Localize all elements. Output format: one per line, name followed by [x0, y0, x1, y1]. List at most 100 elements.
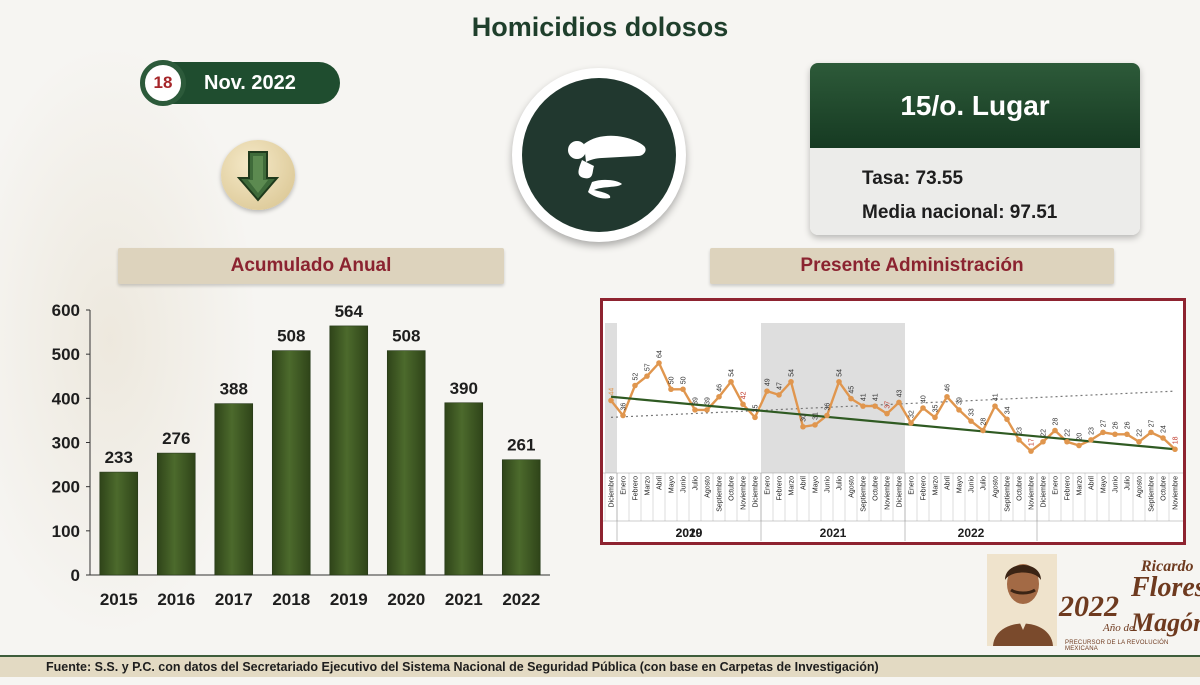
bar: [99, 471, 139, 576]
month-label: Junio: [969, 476, 976, 493]
month-label: Septiembre: [717, 476, 724, 512]
data-point: [992, 403, 998, 409]
point-value-label: 18: [1173, 436, 1180, 444]
point-value-label: 34: [1005, 406, 1012, 414]
data-point: [776, 392, 782, 398]
point-value-label: 30: [801, 414, 808, 422]
month-label: Enero: [1053, 476, 1060, 495]
month-label: Febrero: [1065, 476, 1072, 501]
logo-year: 2022: [1059, 590, 1119, 623]
data-point: [1124, 431, 1130, 438]
y-tick-label: 400: [52, 389, 80, 408]
section-header-annual: Acumulado Anual: [118, 248, 504, 284]
point-value-label: 41: [861, 393, 868, 401]
point-value-label: 31: [813, 412, 820, 420]
month-label: Noviembre: [885, 476, 892, 510]
data-point: [1016, 437, 1022, 443]
point-value-label: 28: [1053, 418, 1060, 426]
month-label: Julio: [1125, 476, 1132, 491]
month-label: Febrero: [777, 476, 784, 501]
year-label: 2019: [676, 526, 703, 540]
data-point: [656, 360, 662, 366]
point-value-label: 46: [717, 384, 724, 392]
data-point: [1160, 435, 1166, 441]
body-on-ground-icon: [568, 135, 646, 199]
month-label: Enero: [621, 476, 628, 495]
point-value-label: 44: [609, 388, 616, 396]
x-tick-label: 2018: [272, 590, 310, 609]
data-point: [644, 373, 650, 379]
data-point: [1076, 442, 1082, 449]
point-value-label: 52: [633, 373, 640, 381]
bar-value-label: 276: [162, 429, 190, 448]
data-point: [680, 386, 686, 393]
data-point: [1136, 438, 1142, 445]
date-month-year: Nov. 2022: [170, 62, 340, 104]
monthly-line-chart: Diciembre Enero Febrero Marzo Abril Mayo Junio…: [603, 323, 1183, 541]
point-value-label: 49: [765, 378, 772, 386]
date-day: 18: [140, 60, 186, 106]
arrow-down-icon: [221, 140, 295, 210]
month-label: Diciembre: [1041, 476, 1048, 508]
year-label: 2020: [676, 526, 703, 540]
year-label: 2021: [820, 526, 847, 540]
point-value-label: 32: [909, 410, 916, 418]
month-label: Abril: [1089, 476, 1096, 490]
rank-tasa: Tasa: 73.55: [862, 168, 964, 189]
point-value-label: 33: [969, 408, 976, 416]
x-tick-label: 2017: [215, 590, 253, 609]
month-label: Diciembre: [609, 476, 616, 508]
point-value-label: 35: [753, 404, 760, 412]
section-header-administration: Presente Administración: [710, 248, 1114, 284]
month-label: Octubre: [729, 476, 736, 501]
data-point: [1088, 437, 1094, 443]
month-label: Abril: [801, 476, 808, 490]
point-value-label: 41: [993, 393, 1000, 401]
month-label: Marzo: [645, 476, 652, 496]
point-value-label: 27: [1149, 419, 1156, 427]
data-point: [980, 427, 986, 434]
source-footer: Fuente: S.S. y P.C. con datos del Secret…: [0, 655, 1200, 677]
y-tick-label: 200: [52, 478, 80, 497]
point-value-label: 36: [621, 403, 628, 411]
month-label: Agosto: [1137, 476, 1144, 498]
logo-name-second: Flores: [1131, 572, 1200, 603]
month-label: Noviembre: [1029, 476, 1036, 510]
rank-details: Tasa: 73.55 Media nacional: 97.51: [810, 148, 1140, 235]
data-point: [1064, 438, 1070, 445]
bar: [214, 403, 254, 576]
monthly-line-chart-frame: Diciembre Enero Febrero Marzo Abril Mayo Junio…: [600, 298, 1186, 545]
bar-value-label: 564: [335, 302, 364, 321]
point-value-label: 37: [885, 401, 892, 409]
data-point: [740, 401, 746, 408]
month-label: Agosto: [993, 476, 1000, 498]
bar-value-label: 508: [277, 327, 305, 346]
logo-name-third: Magón: [1131, 608, 1200, 637]
data-point: [728, 378, 734, 385]
x-tick-label: 2016: [157, 590, 195, 609]
x-tick-label: 2020: [387, 590, 425, 609]
data-point: [1172, 446, 1178, 453]
month-label: Octubre: [873, 476, 880, 501]
point-value-label: 22: [1041, 429, 1048, 437]
data-point: [788, 378, 794, 385]
point-value-label: 26: [1113, 421, 1120, 429]
month-label: Agosto: [849, 476, 856, 498]
point-value-label: 28: [981, 418, 988, 426]
portrait-illustration: [987, 554, 1057, 646]
point-value-label: 54: [789, 369, 796, 377]
trend-line: [610, 395, 1176, 451]
month-label: Septiembre: [1149, 476, 1156, 512]
data-point: [620, 412, 626, 419]
bar-value-label: 261: [507, 436, 535, 455]
y-tick-label: 500: [52, 345, 80, 364]
data-point: [860, 403, 866, 409]
point-value-label: 50: [669, 376, 676, 384]
bar-value-label: 388: [220, 380, 248, 399]
month-label: Febrero: [633, 476, 640, 501]
data-point: [1004, 416, 1010, 423]
point-value-label: 64: [657, 350, 664, 358]
point-value-label: 41: [873, 393, 880, 401]
rank-card: 15/o. Lugar Tasa: 73.55 Media nacional: …: [810, 63, 1140, 235]
month-label: Enero: [909, 476, 916, 495]
